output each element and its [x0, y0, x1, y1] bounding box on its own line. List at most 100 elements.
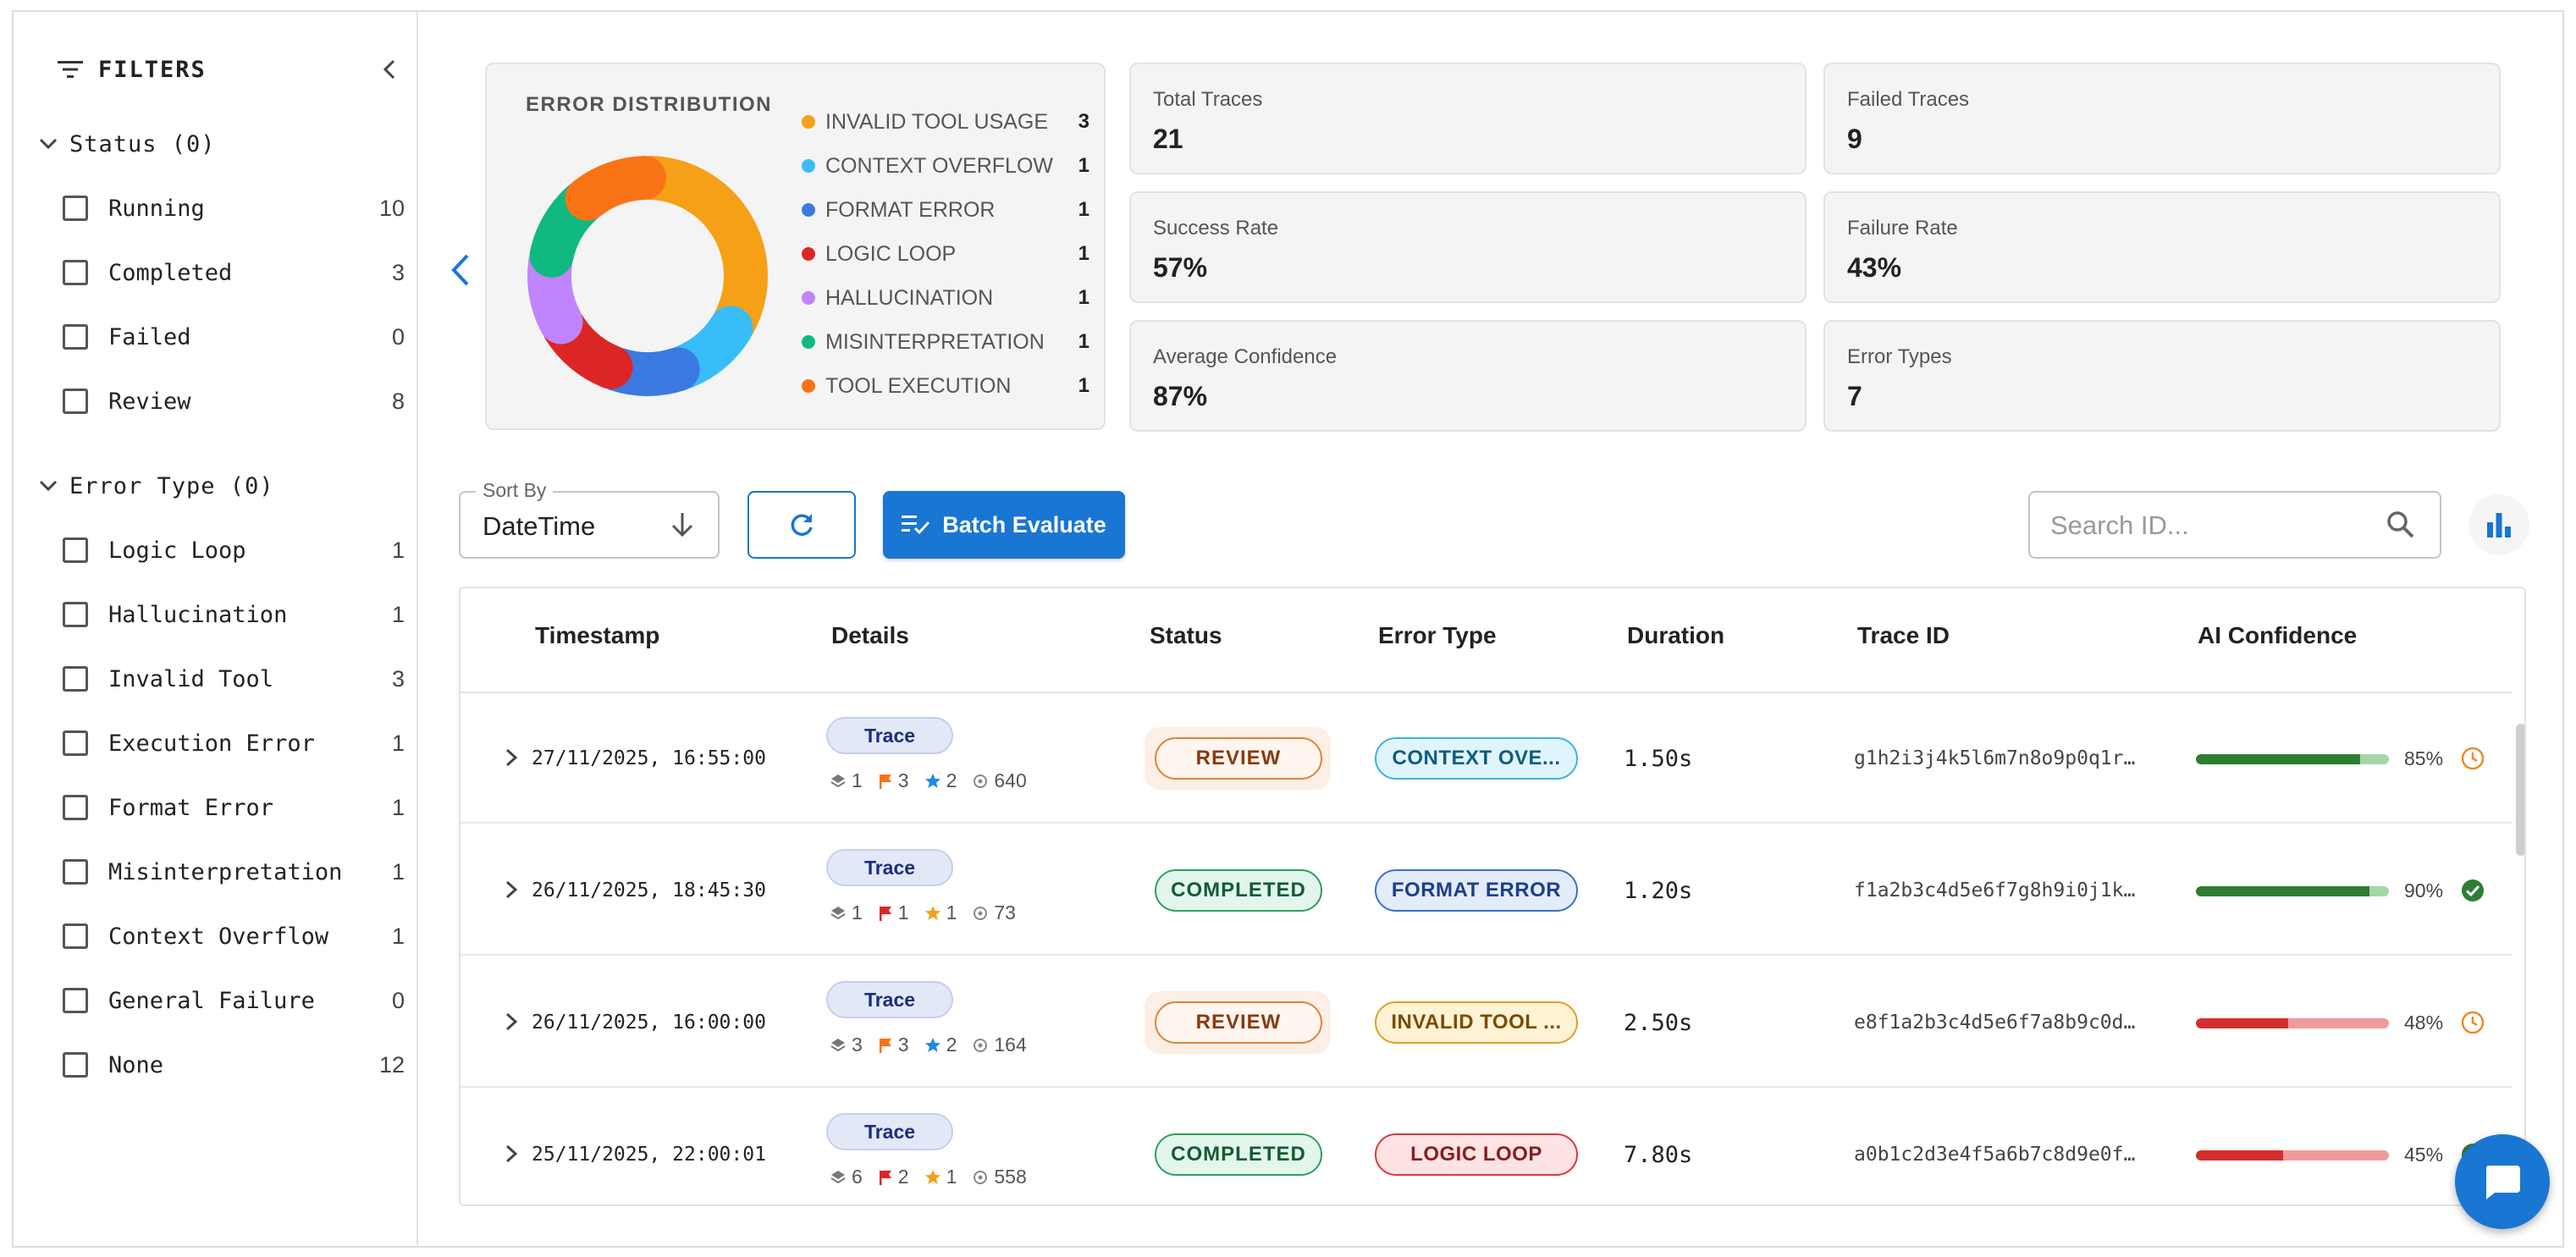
average-confidence-card: Average Confidence 87% — [1129, 320, 1807, 432]
expand-row-button[interactable] — [496, 1138, 527, 1169]
sort-direction-button[interactable] — [667, 510, 698, 544]
flag-icon — [879, 906, 891, 921]
tokens-count: 73 — [994, 901, 1016, 923]
filter-option[interactable]: Misinterpretation 1 — [63, 840, 405, 904]
expand-row-button[interactable] — [496, 874, 527, 905]
stat-value: 57% — [1153, 252, 1208, 283]
layers-count: 1 — [852, 901, 863, 923]
batch-evaluate-label: Batch Evaluate — [942, 511, 1106, 538]
legend-item: TOOL EXECUTION 1 — [802, 364, 1089, 408]
filter-option[interactable]: General Failure 0 — [63, 968, 405, 1033]
row-trace-id[interactable]: f1a2b3c4d5e6f7g8h9i0j1k2l3m4 — [1854, 879, 2142, 901]
filter-option[interactable]: Invalid Tool 3 — [63, 647, 405, 711]
previous-panel-button[interactable] — [444, 251, 477, 289]
layers-count: 1 — [852, 769, 863, 791]
filter-checkbox[interactable] — [63, 923, 88, 949]
row-trace-id[interactable]: g1h2i3j4k5l6m7n8o9p0q1r2s3t4 — [1854, 747, 2142, 769]
filter-option[interactable]: Execution Error 1 — [63, 711, 405, 775]
expand-row-button[interactable] — [496, 742, 527, 773]
header-timestamp[interactable]: Timestamp — [535, 622, 660, 648]
filter-option[interactable]: Hallucination 1 — [63, 582, 405, 647]
filter-checkbox[interactable] — [63, 988, 88, 1013]
filter-option[interactable]: Completed 3 — [63, 240, 405, 305]
chat-button[interactable] — [2455, 1134, 2550, 1229]
error-type-section-toggle[interactable]: Error Type (0) — [39, 469, 403, 503]
filter-checkbox[interactable] — [63, 260, 88, 285]
table-row[interactable]: 27/11/2025, 16:55:00 Trace 1 3 2 640 REVIEW CON… — [461, 693, 2513, 824]
trace-chip[interactable]: Trace — [826, 849, 953, 886]
stat-value: 7 — [1847, 381, 1862, 411]
filter-option[interactable]: Review 8 — [63, 369, 405, 433]
status-section-label: Status (0) — [69, 130, 216, 157]
table-row[interactable]: 26/11/2025, 18:45:30 Trace 1 1 1 73 COMPLETED F… — [461, 825, 2513, 956]
scrollbar-thumb[interactable] — [2516, 724, 2524, 856]
legend-label: MISINTERPRETATION — [825, 329, 1045, 354]
tokens-count: 164 — [994, 1034, 1027, 1056]
trace-chip[interactable]: Trace — [826, 1113, 953, 1150]
search-input[interactable] — [2050, 506, 2372, 545]
filter-count: 8 — [391, 388, 405, 414]
row-timestamp: 26/11/2025, 16:00:00 — [532, 1012, 766, 1034]
token-icon — [974, 1170, 988, 1184]
filter-option[interactable]: Logic Loop 1 — [63, 518, 405, 582]
filter-count: 3 — [391, 259, 405, 285]
error-type-badge: FORMAT ERROR — [1375, 869, 1578, 912]
refresh-button[interactable] — [747, 491, 856, 559]
stat-label: Failure Rate — [1847, 217, 1958, 240]
filter-count: 0 — [391, 323, 405, 350]
collapse-sidebar-button[interactable] — [374, 54, 405, 85]
filter-checkbox[interactable] — [63, 795, 88, 820]
header-error-type[interactable]: Error Type — [1378, 622, 1497, 648]
filter-checkbox[interactable] — [63, 196, 88, 221]
filter-label: Logic Loop — [108, 537, 246, 564]
filter-checkbox[interactable] — [63, 1052, 88, 1078]
row-timestamp: 26/11/2025, 18:45:30 — [532, 879, 766, 901]
row-trace-id[interactable]: e8f1a2b3c4d5e6f7a8b9c0d1e2f3 — [1854, 1012, 2142, 1034]
filter-checkbox[interactable] — [63, 730, 88, 756]
table-row[interactable]: 25/11/2025, 22:00:01 Trace 6 2 1 558 COMPLETED… — [461, 1089, 2513, 1205]
trace-chip[interactable]: Trace — [826, 717, 953, 754]
filter-option[interactable]: Format Error 1 — [63, 775, 405, 840]
flags-count: 2 — [897, 1166, 909, 1188]
search-box — [2028, 491, 2441, 559]
filter-checkbox[interactable] — [63, 324, 88, 350]
traces-table: Timestamp Details Status Error Type Dura… — [459, 587, 2526, 1206]
filter-option[interactable]: None 12 — [63, 1033, 405, 1097]
filter-checkbox[interactable] — [63, 666, 88, 692]
toggle-chart-button[interactable] — [2468, 494, 2529, 555]
flags-metric: 3 — [878, 1034, 909, 1056]
filter-count: 1 — [391, 794, 405, 820]
filter-checkbox[interactable] — [63, 389, 88, 414]
table-scrollbar[interactable] — [2513, 693, 2524, 1205]
filter-option[interactable]: Context Overflow 1 — [63, 904, 405, 968]
header-duration[interactable]: Duration — [1627, 622, 1725, 648]
search-icon[interactable] — [2386, 510, 2416, 544]
filter-option[interactable]: Running 10 — [63, 176, 405, 240]
row-trace-id[interactable]: a0b1c2d3e4f5a6b7c8d9e0f1a2b3 — [1854, 1144, 2142, 1166]
stars-count: 2 — [946, 769, 957, 791]
sort-by-select[interactable]: Sort By DateTime — [459, 479, 720, 559]
filter-count: 1 — [391, 858, 405, 885]
stat-label: Failed Traces — [1847, 88, 1970, 111]
batch-evaluate-button[interactable]: Batch Evaluate — [883, 491, 1125, 559]
status-badge: REVIEW — [1155, 1001, 1322, 1044]
status-highlight: REVIEW — [1145, 991, 1331, 1054]
chat-bubble-icon — [2485, 1166, 2520, 1199]
expand-row-button[interactable] — [496, 1006, 527, 1037]
row-metrics: 6 2 1 558 — [830, 1166, 1042, 1188]
header-ai-confidence[interactable]: AI Confidence — [2198, 622, 2358, 648]
header-status[interactable]: Status — [1150, 622, 1222, 648]
filter-checkbox[interactable] — [63, 538, 88, 563]
star-icon — [924, 905, 940, 920]
filter-checkbox[interactable] — [63, 602, 88, 627]
stat-value: 9 — [1847, 124, 1862, 154]
confidence-value: 90% — [2404, 879, 2444, 901]
status-badge: COMPLETED — [1155, 1133, 1322, 1176]
confidence-status — [2460, 1010, 2485, 1039]
legend-label: TOOL EXECUTION — [825, 373, 1012, 398]
filter-checkbox[interactable] — [63, 859, 88, 885]
filter-option[interactable]: Failed 0 — [63, 305, 405, 369]
status-section-toggle[interactable]: Status (0) — [39, 127, 403, 161]
table-row[interactable]: 26/11/2025, 16:00:00 Trace 3 3 2 164 REVIEW INV… — [461, 957, 2513, 1088]
trace-chip[interactable]: Trace — [826, 981, 953, 1018]
